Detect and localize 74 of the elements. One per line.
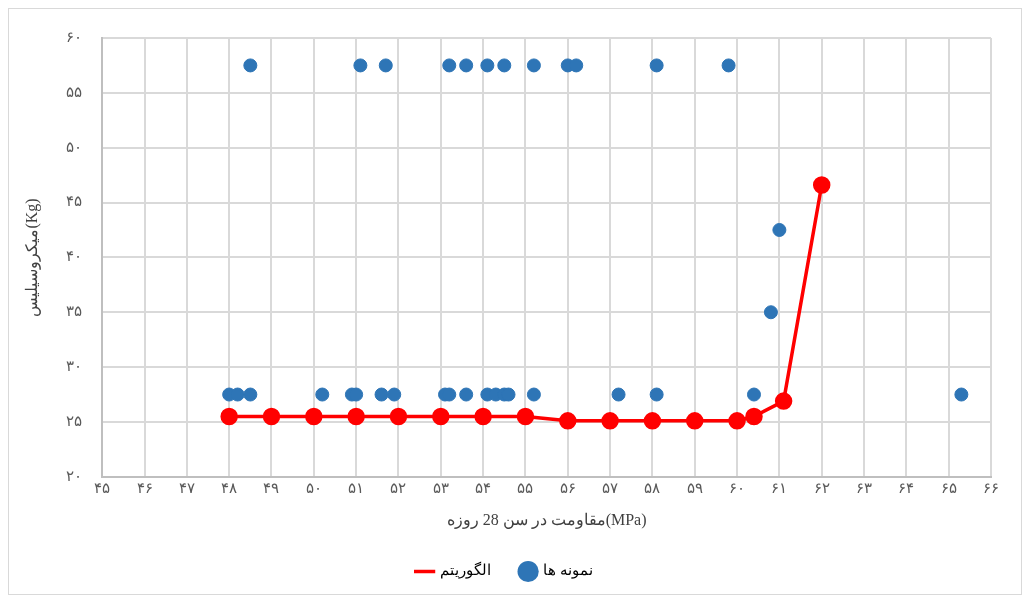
y-tick-label: ۴۰ (66, 248, 83, 265)
x-tick-label: ۶۵ (940, 479, 957, 496)
x-tick-label: ۵۲ (390, 479, 407, 496)
x-tick-label: ۵۷ (602, 479, 619, 496)
point (812, 176, 831, 194)
point (243, 58, 258, 73)
point (315, 387, 330, 402)
point (526, 387, 541, 402)
y-tick-label: ۵۰ (66, 138, 83, 155)
point (774, 392, 793, 410)
x-tick-label: ۴۷ (178, 479, 195, 496)
point (526, 58, 541, 73)
point (559, 412, 577, 430)
y-tick-label: ۳۰ (66, 358, 83, 375)
point (432, 407, 450, 426)
x-tick-label: ۶۲ (813, 479, 830, 496)
legend-label: نمونه ها (543, 562, 593, 580)
point (220, 407, 238, 426)
point (728, 412, 746, 430)
y-tick-label: ۶۰ (66, 28, 83, 45)
point (353, 58, 368, 73)
point (474, 407, 492, 426)
x-tick-label: ۵۱ (348, 479, 365, 496)
point (643, 412, 662, 430)
x-tick-label: ۴۵ (94, 479, 111, 496)
x-tick-label: ۵۳ (432, 479, 449, 496)
point (497, 58, 512, 73)
point (442, 58, 457, 73)
point (378, 58, 393, 73)
point (387, 387, 402, 402)
point (745, 407, 763, 426)
x-tick-label: ۵۶ (559, 479, 576, 496)
point (243, 387, 258, 402)
point (262, 407, 281, 426)
point (347, 407, 365, 426)
point (772, 222, 787, 237)
point (459, 387, 474, 402)
point (685, 412, 704, 430)
point (954, 387, 969, 402)
x-tick-label: ۵۴ (475, 479, 492, 496)
point (649, 387, 664, 402)
point (763, 305, 778, 320)
x-tick-label: ۴۹ (263, 479, 280, 496)
x-axis-title: مقاومت در سن 28 روزه(MPa) (446, 510, 647, 529)
x-tick-label: ۶۱ (771, 479, 788, 496)
point (305, 407, 323, 426)
x-tick-label: ۶۳ (856, 479, 873, 496)
y-tick-label: ۲۰ (66, 467, 83, 484)
x-tick-label: ۶۴ (898, 479, 915, 496)
y-tick-label: ۲۵ (66, 412, 83, 429)
point (516, 407, 535, 426)
point (480, 58, 495, 73)
point (721, 58, 736, 73)
point (459, 58, 474, 73)
x-tick-label: ۵۵ (517, 479, 534, 496)
point (569, 58, 584, 73)
x-tick-label: ۶۶ (983, 479, 999, 496)
point (389, 407, 408, 426)
x-tick-label: ۵۸ (644, 479, 661, 496)
y-axis-title: میکروسیلیس(Kg) (22, 198, 41, 317)
x-tick-label: ۵۹ (686, 479, 703, 496)
point (374, 387, 389, 402)
legend-label: الگوریتم (439, 561, 491, 580)
y-tick-label: ۳۵ (66, 303, 83, 320)
x-tick-label: ۴۸ (221, 479, 238, 496)
point (746, 387, 761, 402)
point (649, 58, 664, 73)
x-tick-label: ۴۶ (136, 479, 153, 496)
y-tick-label: ۴۵ (66, 193, 83, 210)
point (601, 412, 619, 430)
x-tick-label: ۵۰ (305, 479, 322, 496)
y-tick-label: ۵۵ (66, 83, 83, 100)
x-tick-label: ۶۰ (729, 479, 746, 496)
point (611, 387, 626, 402)
